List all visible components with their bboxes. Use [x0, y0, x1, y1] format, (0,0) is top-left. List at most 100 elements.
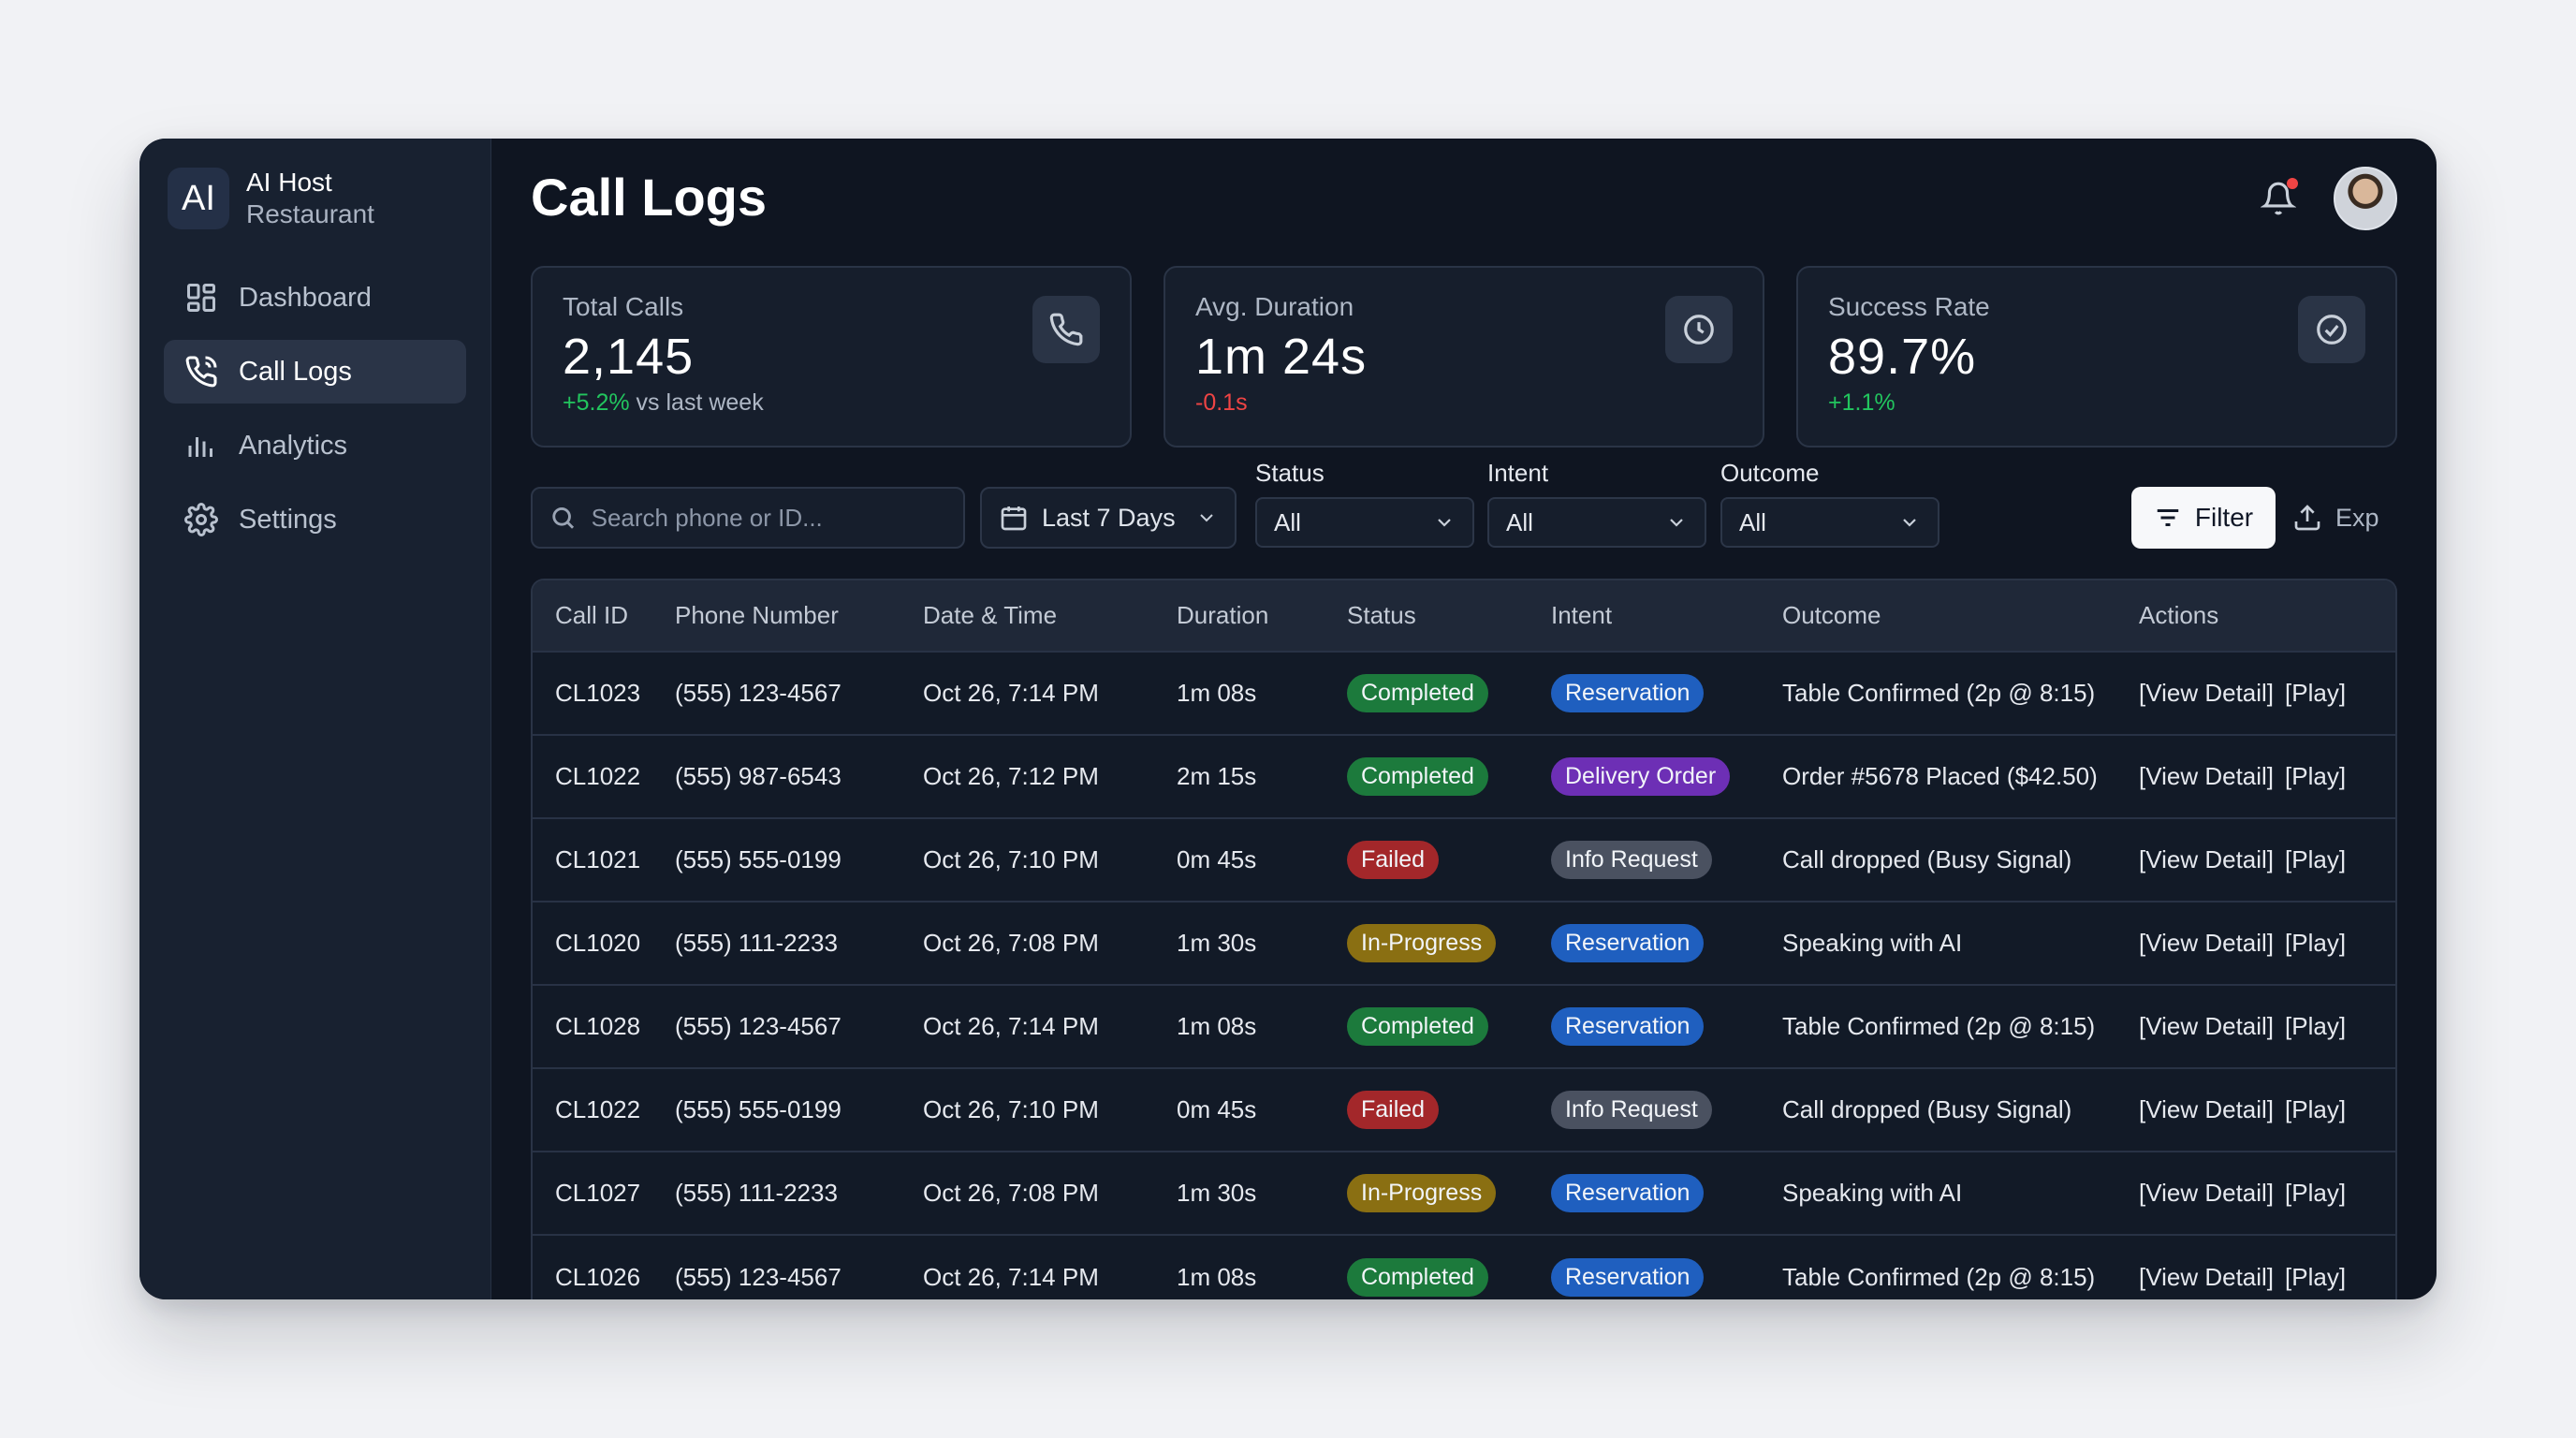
gear-icon [184, 503, 218, 536]
chevron-down-icon [1438, 519, 1451, 527]
sidebar-item-label: Settings [239, 504, 337, 535]
intent-cell: Info Request [1551, 818, 1782, 902]
play-link[interactable]: [Play] [2285, 1179, 2347, 1207]
filter-button[interactable]: Filter [2131, 487, 2276, 549]
sidebar-item-settings[interactable]: Settings [164, 488, 466, 551]
column-header[interactable]: Actions [2139, 601, 2219, 629]
stat-label: Total Calls [563, 292, 684, 321]
table-row[interactable]: CL1028 (555) 123-4567 Oct 26, 7:14 PM 1m 08… [533, 985, 2395, 1068]
play-link[interactable]: [Play] [2285, 845, 2347, 873]
outcome-select[interactable]: All [1720, 497, 1939, 548]
chevron-down-icon [1670, 519, 1683, 527]
stat-icon-box [2298, 296, 2365, 363]
outcome-filter: Outcome All [1720, 459, 1939, 548]
call-id-cell: CL1020 [555, 929, 641, 957]
play-link[interactable]: [Play] [2285, 929, 2347, 957]
datetime-cell: Oct 26, 7:08 PM [923, 1179, 1099, 1207]
sidebar-item-analytics[interactable]: Analytics [164, 414, 466, 477]
intent-badge: Info Request [1551, 841, 1712, 879]
view-detail-link[interactable]: [View Detail] [2139, 1012, 2275, 1040]
table-row[interactable]: CL1021 (555) 555-0199 Oct 26, 7:10 PM 0m 45… [533, 818, 2395, 902]
play-link[interactable]: [Play] [2285, 679, 2347, 707]
phone-number-cell: (555) 111-2233 [675, 1179, 838, 1207]
sidebar-item-dashboard[interactable]: Dashboard [164, 266, 466, 330]
sidebar-item-call-logs[interactable]: Call Logs [164, 340, 466, 404]
column-header[interactable]: Intent [1551, 601, 1613, 629]
phone-number-cell: (555) 987-6543 [675, 762, 842, 790]
chevron-down-icon [1903, 519, 1916, 527]
call-logs-table: Call ID Phone Number Date & Time Duration St… [531, 579, 2397, 1299]
view-detail-link[interactable]: [View Detail] [2139, 845, 2275, 873]
column-header[interactable]: Call ID [555, 601, 629, 629]
play-link[interactable]: [Play] [2285, 1095, 2347, 1123]
duration-cell: 1m 30s [1177, 929, 1257, 957]
column-header[interactable]: Outcome [1782, 601, 1881, 629]
intent-cell: Delivery Order [1551, 735, 1782, 818]
table-row[interactable]: CL1020 (555) 111-2233 Oct 26, 7:08 PM 1m 30… [533, 902, 2395, 985]
actions-cell: [View Detail] [Play] [2139, 902, 2395, 985]
actions-cell: [View Detail] [Play] [2139, 735, 2395, 818]
table-row[interactable]: CL1022 (555) 987-6543 Oct 26, 7:12 PM 2m 15… [533, 735, 2395, 818]
play-link[interactable]: [Play] [2285, 1012, 2347, 1040]
phone-number-cell: (555) 123-4567 [675, 1262, 842, 1291]
phone-number-cell: (555) 111-2233 [675, 929, 838, 957]
view-detail-link[interactable]: [View Detail] [2139, 1095, 2275, 1123]
actions-cell: [View Detail] [Play] [2139, 652, 2395, 735]
column-header[interactable]: Status [1347, 601, 1416, 629]
column-header[interactable]: Duration [1177, 601, 1269, 629]
view-detail-link[interactable]: [View Detail] [2139, 762, 2275, 790]
chevron-down-icon [1200, 514, 1213, 522]
intent-select[interactable]: All [1487, 497, 1706, 548]
outcome-cell: Call dropped (Busy Signal) [1782, 845, 2072, 873]
table-row[interactable]: CL1027 (555) 111-2233 Oct 26, 7:08 PM 1m 30… [533, 1152, 2395, 1235]
view-detail-link[interactable]: [View Detail] [2139, 929, 2275, 957]
status-badge: Completed [1347, 1257, 1488, 1297]
duration-cell: 0m 45s [1177, 845, 1257, 873]
table-row[interactable]: CL1022 (555) 555-0199 Oct 26, 7:10 PM 0m 45… [533, 1068, 2395, 1152]
play-link[interactable]: [Play] [2285, 762, 2347, 790]
call-id-cell: CL1021 [555, 845, 641, 873]
grid-icon [187, 284, 215, 312]
view-detail-link[interactable]: [View Detail] [2139, 1262, 2275, 1291]
date-range-button[interactable]: Last 7 Days [980, 487, 1237, 549]
status-cell: In-Progress [1347, 1152, 1551, 1235]
brand-subtitle: Restaurant [246, 199, 374, 228]
search-input[interactable] [591, 503, 946, 533]
table-row[interactable]: CL1023 (555) 123-4567 Oct 26, 7:14 PM 1m 08… [533, 652, 2395, 735]
header-actions [2255, 167, 2397, 230]
status-cell: Completed [1347, 652, 1551, 735]
main-content: Call Logs Total Calls 2,145 +5.2% vs las… [491, 139, 2437, 1299]
phone-number-cell: (555) 555-0199 [675, 1095, 842, 1123]
view-detail-link[interactable]: [View Detail] [2139, 1179, 2275, 1207]
call-id-cell: CL1023 [555, 679, 641, 707]
column-header[interactable]: Phone Number [675, 601, 839, 629]
table-header-row: Call ID Phone Number Date & Time Duration St… [533, 580, 2395, 652]
actions-cell: [View Detail] [Play] [2139, 985, 2395, 1068]
column-header[interactable]: Date & Time [923, 601, 1058, 629]
notifications-button[interactable] [2255, 175, 2302, 222]
call-id-cell: CL1022 [555, 762, 641, 790]
status-badge: In-Progress [1347, 1174, 1497, 1212]
phone-number-cell: (555) 123-4567 [675, 1012, 842, 1040]
table-row[interactable]: CL1026 (555) 123-4567 Oct 26, 7:14 PM 1m 08… [533, 1235, 2395, 1299]
avatar[interactable] [2334, 167, 2397, 230]
phone-icon [1049, 313, 1083, 346]
brand-name: AI Host [246, 168, 332, 197]
intent-cell: Reservation [1551, 1235, 1782, 1299]
play-link[interactable]: [Play] [2285, 1262, 2347, 1291]
phone-number-cell: (555) 555-0199 [675, 845, 842, 873]
brand: AI AI Host Restaurant [164, 167, 466, 230]
status-select[interactable]: All [1255, 497, 1474, 548]
sidebar: AI AI Host Restaurant Dashboard Call Log… [139, 139, 491, 1299]
outcome-cell: Table Confirmed (2p @ 8:15) [1782, 1012, 2096, 1040]
status-badge: Failed [1347, 1091, 1440, 1129]
export-button[interactable]: Exp [2292, 487, 2397, 549]
stat-label: Success Rate [1828, 292, 1990, 321]
outcome-cell: Table Confirmed (2p @ 8:15) [1782, 679, 2096, 707]
status-badge: Failed [1347, 841, 1440, 879]
app-window: AI AI Host Restaurant Dashboard Call Log… [139, 139, 2437, 1299]
outcome-cell: Call dropped (Busy Signal) [1782, 1095, 2072, 1123]
status-filter-label: Status [1255, 459, 1325, 487]
view-detail-link[interactable]: [View Detail] [2139, 679, 2275, 707]
datetime-cell: Oct 26, 7:08 PM [923, 929, 1099, 957]
